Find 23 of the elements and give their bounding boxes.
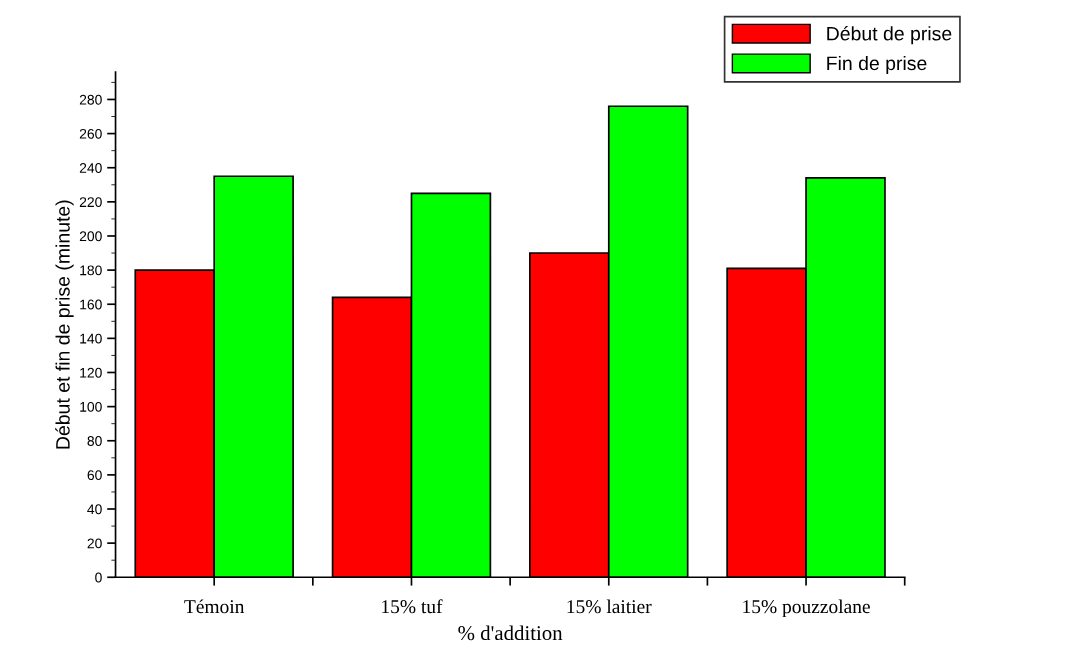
y-tick-label: 180 — [80, 265, 102, 276]
y-tick-label: 60 — [87, 470, 102, 481]
y-tick-label: 20 — [87, 538, 102, 549]
y-tick-label: 260 — [79, 128, 102, 139]
y-tick-label: 160 — [80, 299, 102, 310]
x-axis-title: % d'addition — [458, 625, 563, 641]
y-tick-label: 120 — [80, 367, 102, 378]
x-tick-label: Témoin — [184, 599, 245, 614]
y-tick-label: 140 — [80, 333, 102, 344]
x-tick-label: 15% pouzzolane — [743, 599, 870, 618]
x-tick-label: 15% laitier — [567, 599, 652, 614]
x-tick-label: 15% tuf — [382, 599, 443, 614]
y-tick-label: 40 — [87, 504, 102, 515]
y-tick-label: 280 — [79, 94, 102, 105]
y-tick-label: 220 — [79, 197, 102, 208]
y-tick-label: 80 — [87, 436, 102, 446]
y-tick-label: 240 — [79, 163, 102, 173]
y-tick-label: 0 — [95, 572, 102, 583]
legend-label: Début de prise — [827, 26, 952, 45]
legend-label: Fin de prise — [827, 55, 927, 75]
y-axis-title: Début et fin de prise (minute) — [55, 200, 74, 449]
y-tick-label: 100 — [80, 401, 102, 412]
y-tick-label: 200 — [79, 231, 102, 242]
